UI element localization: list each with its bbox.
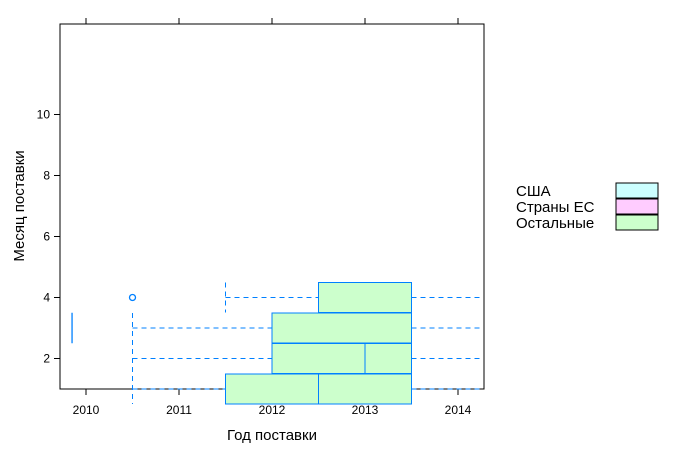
legend-swatch-1 (615, 198, 659, 215)
legend-swatch-2 (615, 214, 659, 231)
chart-marks (71, 282, 481, 405)
box-rect-2 (271, 343, 412, 374)
x-axis-label: Год поставки (227, 427, 317, 444)
box-month-2 (132, 343, 481, 374)
box-rect-3 (271, 312, 412, 344)
box-rect-4 (318, 282, 412, 313)
legend-label-1: Страны ЕС (516, 199, 595, 216)
x-tick-label-2010: 2010 (73, 403, 100, 417)
y-tick-label-6: 6 (43, 230, 50, 244)
outlier-0 (128, 293, 137, 302)
x-tick-label-2011: 2011 (166, 403, 192, 417)
y-axis-label: Месяц поставки (11, 150, 28, 261)
x-tick-label-2012: 2012 (259, 403, 286, 417)
y-tick-label-10: 10 (37, 108, 51, 122)
x-tick-label-2014: 2014 (445, 403, 472, 417)
x-tick-label-2013: 2013 (352, 403, 379, 417)
y-tick-label-2: 2 (43, 352, 50, 366)
x-axis: 2010 2011 2012 2013 2014 (73, 18, 472, 417)
box-month-4 (225, 282, 481, 313)
box-month-1 (132, 373, 481, 405)
legend-swatch-0 (615, 182, 659, 199)
legend-label-0: США (516, 183, 551, 200)
y-axis: 2 4 6 8 10 (37, 108, 60, 366)
y-tick-label-4: 4 (43, 291, 50, 305)
legend-label-2: Остальные (516, 215, 594, 232)
y-tick-label-8: 8 (43, 169, 50, 183)
box-month-3 (132, 312, 481, 344)
